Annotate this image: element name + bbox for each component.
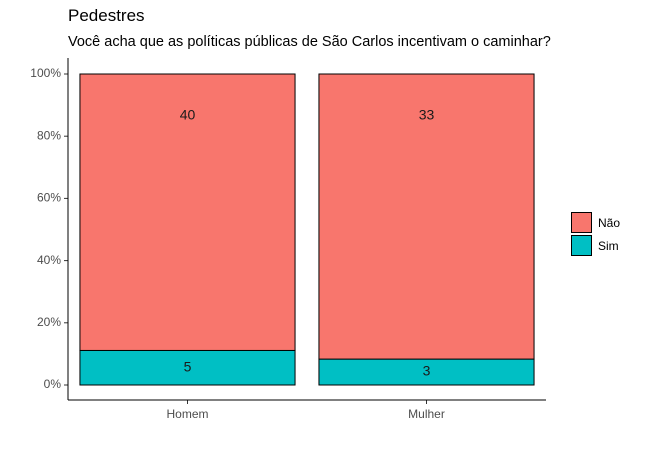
y-tick-label: 60%: [37, 191, 61, 205]
legend-label-sim: Sim: [598, 238, 619, 253]
data-label-mulher-nno: 33: [419, 107, 435, 123]
x-tick-label-homem: Homem: [166, 407, 208, 421]
bar-sim-homem: [79, 349, 296, 386]
data-label-homem-nno: 40: [180, 107, 196, 123]
x-tick-label-mulher: Mulher: [408, 407, 445, 421]
legend: Não Sim: [571, 211, 620, 257]
y-tick-label: 20%: [37, 315, 61, 329]
bar-nno-mulher: [318, 73, 535, 360]
chart-subtitle: Você acha que as políticas públicas de S…: [68, 34, 551, 50]
y-tick-label: 40%: [37, 253, 61, 267]
legend-item-sim: Sim: [571, 234, 620, 257]
y-tick-label: 80%: [37, 128, 61, 142]
y-tick-label: 0%: [44, 377, 62, 391]
chart-title: Pedestres: [68, 6, 145, 25]
data-label-homem-sim: 5: [184, 358, 192, 374]
bar-nno-homem: [79, 73, 296, 351]
bar-sim-mulher: [318, 358, 535, 386]
data-label-mulher-sim: 3: [423, 363, 431, 379]
y-tick-label: 100%: [30, 66, 61, 80]
legend-key-sim: [571, 235, 592, 256]
legend-key-nao: [571, 212, 592, 233]
legend-label-nao: Não: [598, 215, 621, 230]
legend-item-nao: Não: [571, 211, 620, 234]
